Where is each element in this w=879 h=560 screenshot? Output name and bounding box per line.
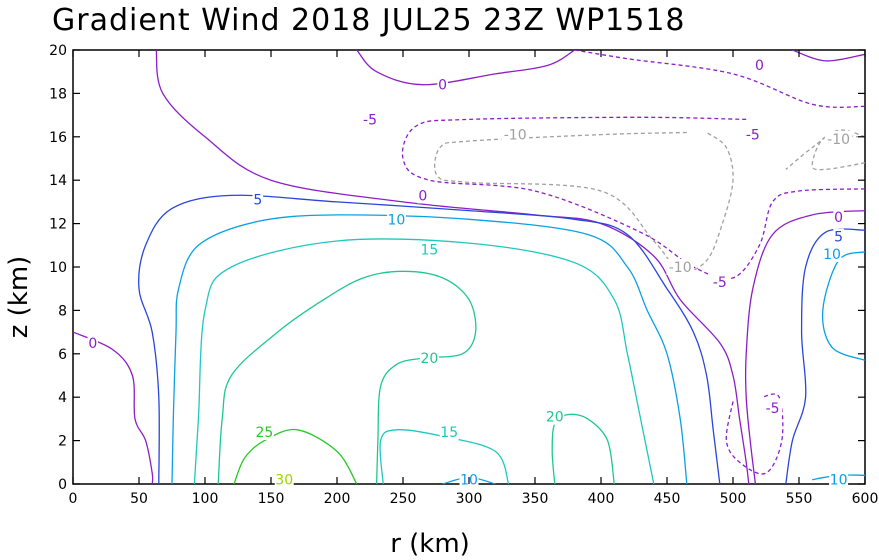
contour-line: [785, 228, 865, 484]
contour-label-background: [274, 471, 294, 488]
x-tick-label: 600: [852, 491, 879, 507]
x-tick-label: 450: [654, 491, 681, 507]
x-tick-label: 250: [390, 491, 417, 507]
contour-label: 0: [438, 78, 447, 94]
contour-line: [401, 116, 865, 280]
contour-line: [138, 194, 721, 484]
contour-line: [821, 251, 865, 361]
contour-label: 15: [420, 243, 438, 259]
contour-label-background: [743, 126, 763, 143]
contour-line: [433, 131, 734, 273]
contour-label-background: [754, 57, 765, 74]
contour-line: [73, 331, 154, 484]
contour-label: 20: [420, 351, 438, 367]
y-axis: 0 2 4 6 8 10 12 14 16 18 20: [49, 43, 865, 493]
contour-line: [217, 270, 477, 484]
contour-label-background: [87, 334, 99, 351]
contour-label-background: [419, 241, 439, 258]
y-tick-label: 14: [49, 173, 67, 189]
y-tick-label: 18: [49, 86, 67, 102]
contour-line: [233, 428, 358, 484]
contour-label-background: [417, 187, 429, 204]
x-tick-label: 500: [720, 491, 747, 507]
contour-label: 5: [834, 230, 843, 246]
y-tick-label: 8: [58, 303, 67, 319]
y-tick-label: 12: [49, 217, 67, 233]
contour-label: -10: [504, 128, 527, 144]
contour-label-background: [360, 111, 380, 128]
contour-line: [744, 209, 865, 484]
contour-label: -5: [766, 401, 780, 417]
contour-label: 25: [255, 425, 273, 441]
contour-label: 15: [440, 425, 458, 441]
plot-frame: [72, 49, 866, 485]
contour-label-background: [710, 274, 730, 291]
contour-line: [193, 238, 655, 484]
x-tick-label: 300: [456, 491, 483, 507]
x-tick-label: 200: [324, 491, 351, 507]
contour-label-background: [437, 76, 448, 93]
chart-title: Gradient Wind 2018 JUL25 23Z WP1518: [52, 3, 686, 38]
contour-line: [551, 413, 615, 484]
x-tick-label: 0: [69, 491, 78, 507]
contour-label-background: [501, 126, 529, 143]
y-tick-label: 20: [49, 43, 67, 59]
contour-label: -10: [827, 132, 850, 148]
contour-label-background: [833, 209, 844, 226]
contour-label-background: [833, 228, 844, 245]
x-axis: 0 50 100 150 200 250 300 350 400 450 500 550 600: [69, 50, 879, 507]
contour-label-background: [439, 423, 459, 440]
x-tick-label: 100: [192, 491, 219, 507]
y-axis-label: z (km): [4, 256, 34, 339]
contour-label-background: [829, 471, 849, 488]
contour-label: 0: [88, 336, 97, 352]
contour-label: 0: [755, 58, 764, 74]
contour-line: [811, 134, 865, 171]
contour-line: [725, 393, 784, 475]
contour-label: 0: [418, 188, 427, 204]
x-tick-label: 550: [786, 491, 813, 507]
x-axis-label: r (km): [390, 529, 470, 559]
contour-label-background: [822, 245, 842, 262]
contour-line: [379, 429, 510, 484]
contour-label: 30: [275, 473, 293, 489]
contour-label-background: [252, 191, 264, 208]
contour-label: 0: [834, 210, 843, 226]
contour-line: [574, 50, 865, 108]
contour-label-background: [419, 350, 439, 367]
contour-label: -5: [363, 112, 377, 128]
contour-label-background: [545, 408, 565, 425]
contour-label: 20: [546, 410, 564, 426]
x-tick-label: 50: [130, 491, 148, 507]
contour-label-background: [824, 130, 853, 147]
contour-label: -5: [713, 275, 727, 291]
contour-label-background: [666, 259, 694, 275]
y-tick-label: 2: [58, 434, 67, 450]
contour-label-background: [254, 423, 274, 440]
contour-label: 10: [387, 212, 405, 228]
contour-line: [356, 50, 575, 86]
contour-label: -10: [669, 260, 692, 276]
contour-label: 10: [823, 247, 841, 263]
x-tick-label: 150: [258, 491, 285, 507]
x-tick-label: 350: [522, 491, 549, 507]
y-tick-label: 16: [49, 130, 67, 146]
contour-label: 10: [830, 473, 848, 489]
contour-label-background: [763, 400, 783, 417]
x-tick-label: 400: [588, 491, 615, 507]
contour-label: -5: [746, 128, 760, 144]
y-tick-label: 6: [58, 347, 67, 363]
y-tick-label: 0: [58, 477, 67, 493]
contour-line: [792, 50, 865, 62]
y-tick-label: 10: [49, 260, 67, 276]
contour-layer: [73, 50, 865, 484]
contour-line: [155, 50, 750, 484]
contour-label-background: [386, 211, 406, 228]
y-tick-label: 4: [58, 390, 67, 406]
contour-label: 5: [253, 193, 262, 209]
